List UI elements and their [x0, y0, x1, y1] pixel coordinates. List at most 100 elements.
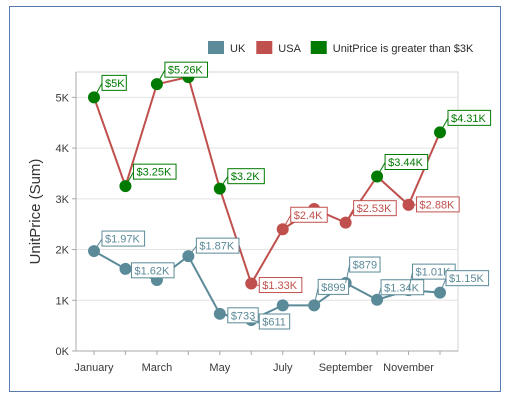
data-label-text: $1.33K: [262, 280, 298, 292]
data-label: $879: [345, 256, 381, 284]
data-label-connector: [408, 272, 414, 291]
data-label-text: $4.31K: [451, 113, 487, 125]
data-label-connector: [376, 287, 382, 300]
data-label: $2.4K: [282, 206, 328, 230]
data-label-connector: [251, 319, 260, 323]
data-label-text: $3.44K: [388, 157, 424, 169]
legend-swatch: [256, 41, 273, 54]
data-label: $3.25K: [125, 163, 177, 187]
data-label-connector: [376, 162, 386, 177]
data-label-text: $879: [353, 260, 377, 272]
data-label-connector: [345, 208, 355, 223]
data-label-box: [353, 200, 397, 217]
data-label-text: $1.62K: [134, 265, 170, 277]
data-label-connector: [187, 245, 197, 257]
data-label-text: $611: [262, 317, 286, 329]
legend-item[interactable]: USA: [256, 41, 302, 55]
data-label: $3.2K: [219, 168, 265, 189]
series-usa: [88, 71, 446, 290]
data-label-box: [101, 74, 127, 91]
data-label-connector: [93, 238, 103, 252]
y-tick-label: 5K: [56, 92, 70, 104]
data-label-box: [380, 279, 425, 296]
data-label: $1.15K: [439, 270, 490, 293]
data-label-box: [132, 163, 177, 180]
y-axis-title: UnitPrice (Sum): [27, 159, 44, 265]
data-label-box: [290, 206, 328, 223]
data-label: $733: [219, 307, 259, 324]
data-label-text: $1.15K: [449, 273, 485, 285]
data-label-connector: [282, 215, 292, 230]
data-label-text: $5K: [105, 78, 125, 90]
y-tick-label: 0K: [56, 346, 70, 358]
data-point[interactable]: [276, 299, 289, 312]
data-label: $3.44K: [376, 153, 429, 177]
data-label-connector: [345, 264, 351, 284]
legend-item[interactable]: UK: [208, 41, 246, 55]
data-label-box: [227, 168, 265, 185]
data-label-connector: [313, 287, 319, 306]
data-label: $1.33K: [251, 277, 303, 294]
x-tick-label: March: [142, 362, 173, 374]
x-tick-label: May: [209, 362, 230, 374]
data-label-text: $733: [231, 310, 255, 322]
data-label-box: [349, 256, 381, 273]
data-label-box: [101, 230, 146, 247]
data-label-text: $3.25K: [136, 167, 172, 179]
data-label-text: $899: [321, 282, 345, 294]
y-tick-label: 2K: [56, 245, 70, 257]
axes: 0K 1K 2K 3K 4K 5K January March May July September…: [56, 72, 458, 374]
gridlines: [75, 71, 459, 352]
data-label: $5.26K: [156, 61, 209, 85]
data-label-connector: [439, 118, 449, 133]
data-label-connector: [251, 283, 260, 287]
data-label-connector: [125, 171, 134, 187]
data-label-connector: [93, 83, 103, 98]
data-label: $2.53K: [345, 200, 397, 223]
data-label-text: $1.01K: [416, 267, 452, 279]
line-chart: UK USA UnitPrice is greater than $3K 0K 1K 2…: [27, 41, 492, 374]
legend-swatch: [310, 41, 327, 54]
data-label-connector: [125, 268, 132, 272]
data-label-box: [384, 153, 429, 170]
data-label-connector: [219, 176, 229, 189]
x-tick-label: July: [273, 362, 293, 374]
data-label: $1.62K: [125, 262, 175, 279]
legend-label: UK: [230, 43, 246, 55]
data-label-box: [164, 61, 209, 78]
legend-label: USA: [278, 43, 301, 55]
legend-swatch: [208, 41, 224, 54]
data-label: $2.88K: [408, 196, 460, 213]
chart-frame: UK USA UnitPrice is greater than $3K 0K 1K 2…: [9, 6, 501, 392]
data-label-connector: [156, 69, 166, 85]
plot-area-border: [75, 71, 459, 352]
data-labels-layer: $1.97K $1.62K $1.87K $733 $611 $899 $879 $1.34K…: [93, 61, 492, 330]
y-tick-label: 4K: [56, 143, 70, 155]
legend-item[interactable]: UnitPrice is greater than $3K: [310, 41, 474, 55]
data-point[interactable]: [245, 277, 258, 290]
data-label: $1.97K: [93, 230, 146, 252]
data-label-text: $3.2K: [231, 171, 260, 183]
legend: UK USA UnitPrice is greater than $3K: [208, 41, 474, 55]
data-point[interactable]: [182, 250, 195, 263]
data-label-box: [445, 270, 490, 287]
legend-label: UnitPrice is greater than $3K: [333, 43, 474, 55]
data-label: $1.87K: [187, 237, 240, 257]
data-label-box: [317, 278, 350, 295]
data-label-text: $2.4K: [294, 210, 323, 222]
data-label-connector: [219, 313, 228, 317]
series-line-usa: [93, 75, 441, 286]
data-label: $899: [313, 278, 350, 306]
data-label-connector: [439, 278, 447, 293]
data-label-text: $5.26K: [168, 65, 204, 77]
data-label: $611: [251, 313, 291, 330]
data-label: $5K: [93, 74, 127, 98]
data-label-box: [447, 109, 492, 126]
x-tick-label: September: [319, 362, 373, 374]
data-label-text: $2.88K: [420, 199, 456, 211]
data-label-box: [195, 237, 240, 254]
data-label-text: $1.97K: [105, 234, 141, 246]
x-tick-label: January: [74, 362, 114, 374]
y-tick-label: 1K: [56, 295, 70, 307]
data-label: $4.31K: [439, 109, 492, 133]
